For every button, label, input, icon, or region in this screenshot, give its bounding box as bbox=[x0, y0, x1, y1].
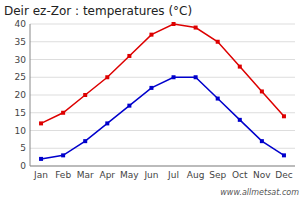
point bbox=[216, 97, 220, 101]
point bbox=[260, 139, 264, 143]
point bbox=[172, 22, 176, 26]
x-tick-label: Nov bbox=[253, 170, 271, 180]
point bbox=[61, 153, 65, 157]
x-tick-label: Oct bbox=[232, 170, 248, 180]
y-tick-label: 25 bbox=[15, 72, 26, 82]
y-tick-label: 40 bbox=[15, 19, 27, 29]
grid-line bbox=[30, 148, 295, 149]
x-tick-label: Jan bbox=[33, 170, 48, 180]
point bbox=[238, 65, 242, 69]
point bbox=[282, 114, 286, 118]
point bbox=[149, 33, 153, 37]
point bbox=[61, 111, 65, 115]
grid-line bbox=[30, 59, 295, 60]
point bbox=[172, 75, 176, 79]
x-tick-label: Feb bbox=[55, 170, 71, 180]
grid-line bbox=[30, 41, 295, 42]
x-axis bbox=[30, 166, 295, 167]
y-tick-label: 35 bbox=[15, 37, 26, 47]
chart-container: Deir ez-Zor : temperatures (°C) 0 5 10 15 20 2… bbox=[0, 0, 305, 200]
point bbox=[127, 104, 131, 108]
grid-line bbox=[30, 130, 295, 131]
grid bbox=[30, 24, 295, 166]
y-tick-label: 30 bbox=[15, 55, 27, 65]
y-axis bbox=[30, 24, 31, 166]
x-tick-label: Jun bbox=[143, 170, 158, 180]
point bbox=[194, 75, 198, 79]
line bbox=[41, 77, 284, 159]
grid-line bbox=[30, 24, 295, 25]
line bbox=[41, 24, 284, 123]
x-tick-label: May bbox=[120, 170, 139, 180]
grid-line bbox=[30, 166, 295, 167]
y-tick-label: 20 bbox=[15, 90, 27, 100]
grid-line bbox=[30, 95, 295, 96]
x-tick-label: Aug bbox=[187, 170, 205, 180]
point bbox=[39, 157, 43, 161]
y-tick-label: 15 bbox=[15, 108, 26, 118]
point bbox=[105, 75, 109, 79]
y-tick-label: 5 bbox=[20, 143, 26, 153]
x-tick-label: Jul bbox=[167, 170, 179, 180]
point bbox=[194, 26, 198, 30]
point bbox=[83, 93, 87, 97]
point bbox=[83, 139, 87, 143]
point bbox=[105, 121, 109, 125]
point bbox=[149, 86, 153, 90]
y-tick-label: 0 bbox=[20, 161, 26, 171]
y-tick-label: 10 bbox=[15, 126, 27, 136]
point bbox=[260, 89, 264, 93]
x-tick-label: Apr bbox=[100, 170, 116, 180]
watermark: www.allmetsat.com bbox=[220, 188, 299, 197]
grid-line bbox=[30, 112, 295, 113]
x-tick-label: Sep bbox=[209, 170, 226, 180]
x-tick-label: Dec bbox=[275, 170, 292, 180]
point bbox=[39, 121, 43, 125]
chart: Deir ez-Zor : temperatures (°C) 0 5 10 15 20 2… bbox=[0, 0, 305, 200]
plot-area bbox=[39, 22, 286, 161]
point bbox=[282, 153, 286, 157]
grid-line bbox=[30, 77, 295, 78]
point bbox=[216, 40, 220, 44]
title: Deir ez-Zor : temperatures (°C) bbox=[4, 4, 192, 18]
point bbox=[238, 118, 242, 122]
x-tick-label: Mar bbox=[77, 170, 94, 180]
point bbox=[127, 54, 131, 58]
